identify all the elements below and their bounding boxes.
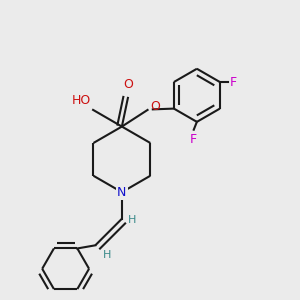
- Text: N: N: [117, 186, 127, 199]
- Text: O: O: [123, 78, 133, 91]
- Text: F: F: [190, 133, 197, 146]
- Text: HO: HO: [71, 94, 91, 107]
- Text: H: H: [128, 215, 136, 225]
- Text: O: O: [150, 100, 160, 113]
- Text: H: H: [103, 250, 112, 260]
- Text: F: F: [229, 76, 236, 88]
